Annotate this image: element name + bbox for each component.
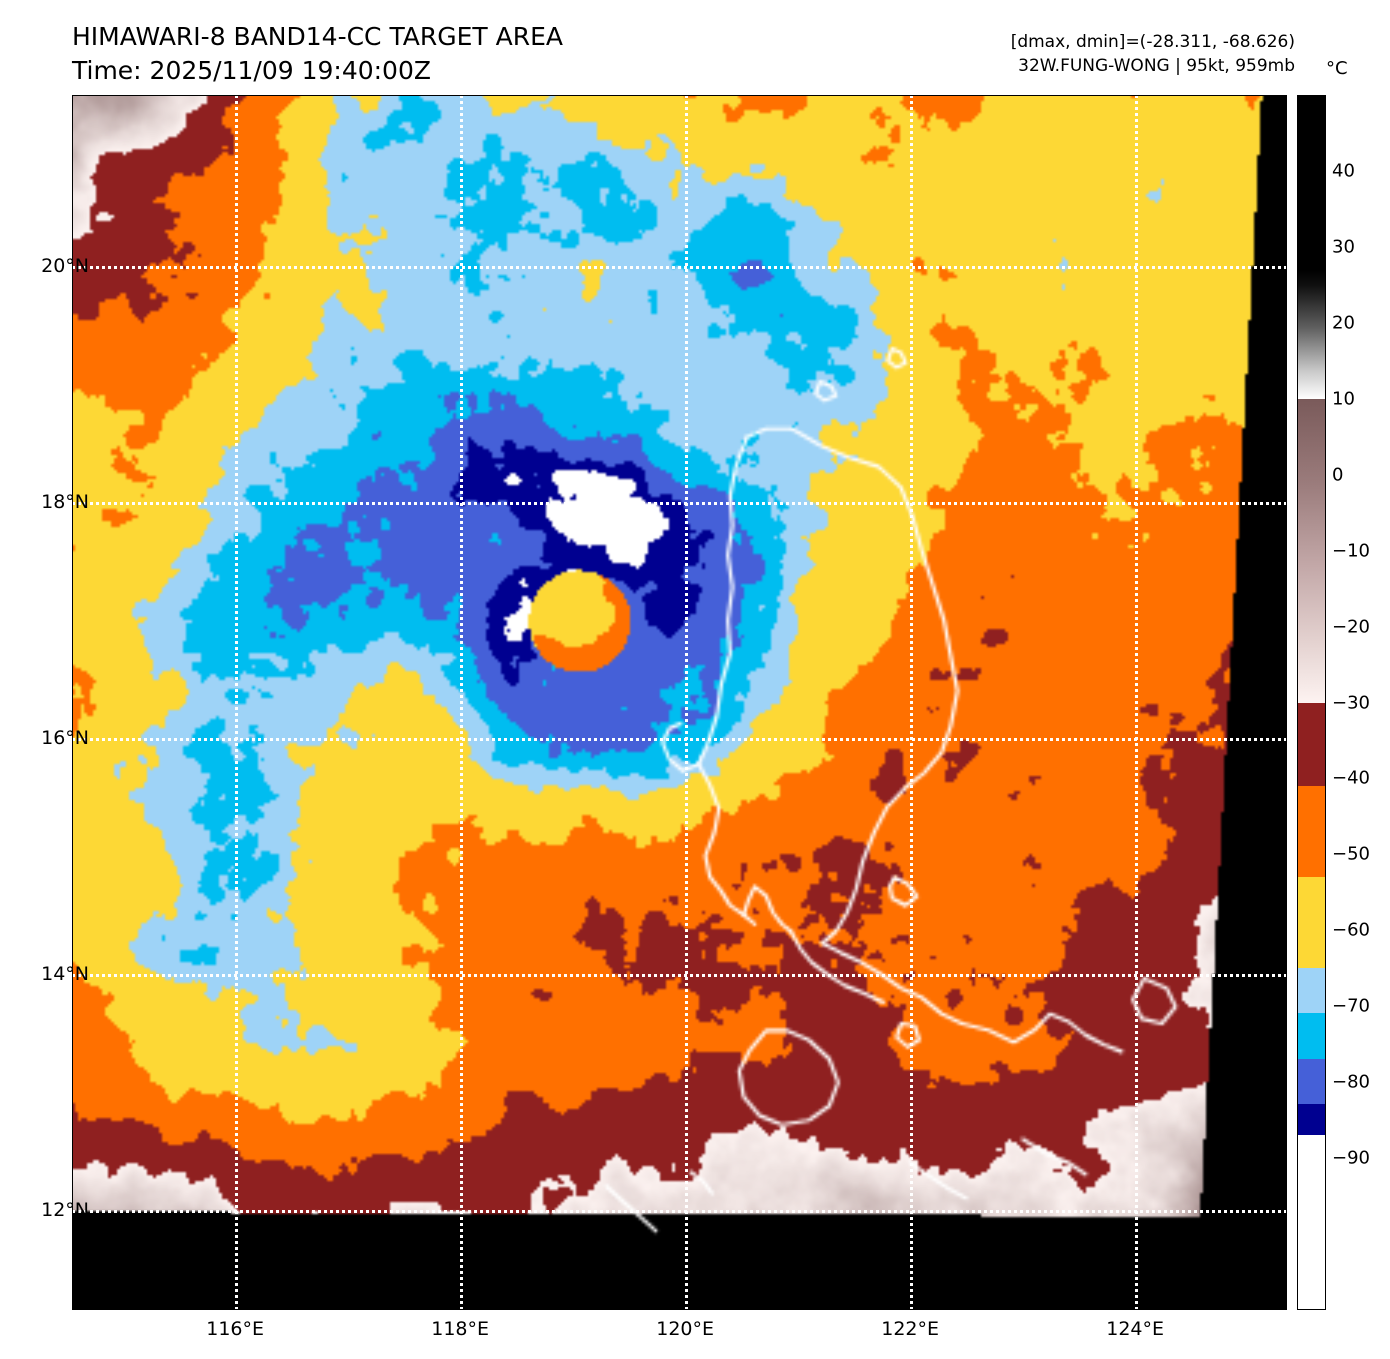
- colorbar-band: [1298, 96, 1325, 271]
- colorbar-tick-label: 10: [1332, 388, 1355, 410]
- colorbar-unit-label: °C: [1326, 58, 1348, 79]
- dmax-dmin-readout: [dmax, dmin]=(-28.311, -68.626): [1010, 32, 1295, 52]
- colorbar-tick-label: 0: [1332, 464, 1344, 486]
- lat-tick-label: 18°N: [41, 490, 89, 513]
- lon-tick-label: 118°E: [431, 1318, 490, 1340]
- colorbar-tick-label: −40: [1332, 767, 1370, 789]
- lon-tick-label: 124°E: [1106, 1318, 1165, 1340]
- colorbar-tick-label: −20: [1332, 616, 1370, 638]
- storm-info-readout: 32W.FUNG-WONG | 95kt, 959mb: [1018, 56, 1295, 76]
- colorbar-band: [1298, 1013, 1325, 1059]
- lon-tick-label: 116°E: [206, 1318, 265, 1340]
- temperature-colorbar: [1297, 95, 1326, 1310]
- page-title: HIMAWARI-8 BAND14-CC TARGET AREA Time: 2…: [72, 20, 563, 88]
- lon-tick-label: 122°E: [881, 1318, 940, 1340]
- colorbar-band: [1298, 876, 1325, 968]
- observation-time: Time: 2025/11/09 19:40:00Z: [72, 56, 431, 85]
- colorbar-band: [1298, 1104, 1325, 1135]
- colorbar-band: [1298, 1058, 1325, 1105]
- colorbar-tick-label: 40: [1332, 160, 1355, 182]
- lat-tick-label: 20°N: [41, 255, 89, 278]
- colorbar-band: [1298, 785, 1325, 877]
- metadata-block: [dmax, dmin]=(-28.311, -68.626) 32W.FUNG…: [1011, 30, 1295, 78]
- colorbar-band: [1298, 967, 1325, 1014]
- colorbar-band: [1298, 270, 1325, 400]
- colorbar-band: [1298, 399, 1325, 703]
- colorbar-band: [1298, 702, 1325, 786]
- colorbar-tick-label: −90: [1332, 1147, 1370, 1169]
- colorbar-tick-label: −30: [1332, 692, 1370, 713]
- lat-tick-label: 14°N: [41, 962, 89, 985]
- colorbar-tick-label: −50: [1332, 843, 1370, 865]
- satellite-raster: [72, 95, 1287, 1310]
- colorbar-tick-label: −80: [1332, 1071, 1370, 1093]
- lon-tick-label: 120°E: [656, 1318, 715, 1340]
- satellite-canvas: [72, 95, 1287, 1310]
- colorbar-tick-label: 30: [1332, 236, 1355, 258]
- colorbar-tick-label: −60: [1332, 919, 1370, 941]
- product-title: HIMAWARI-8 BAND14-CC TARGET AREA: [72, 22, 564, 51]
- colorbar-tick-label: −70: [1332, 995, 1370, 1017]
- colorbar-band: [1298, 1134, 1325, 1309]
- lat-tick-label: 16°N: [41, 726, 89, 749]
- colorbar-tick-label: 20: [1332, 312, 1355, 334]
- lat-tick-label: 12°N: [41, 1198, 89, 1221]
- satellite-image-plot: Copyright © 2020-2025 Dapiya: [72, 95, 1287, 1310]
- colorbar-tick-label: −10: [1332, 540, 1370, 562]
- colorbar-gradient: [1298, 96, 1325, 1309]
